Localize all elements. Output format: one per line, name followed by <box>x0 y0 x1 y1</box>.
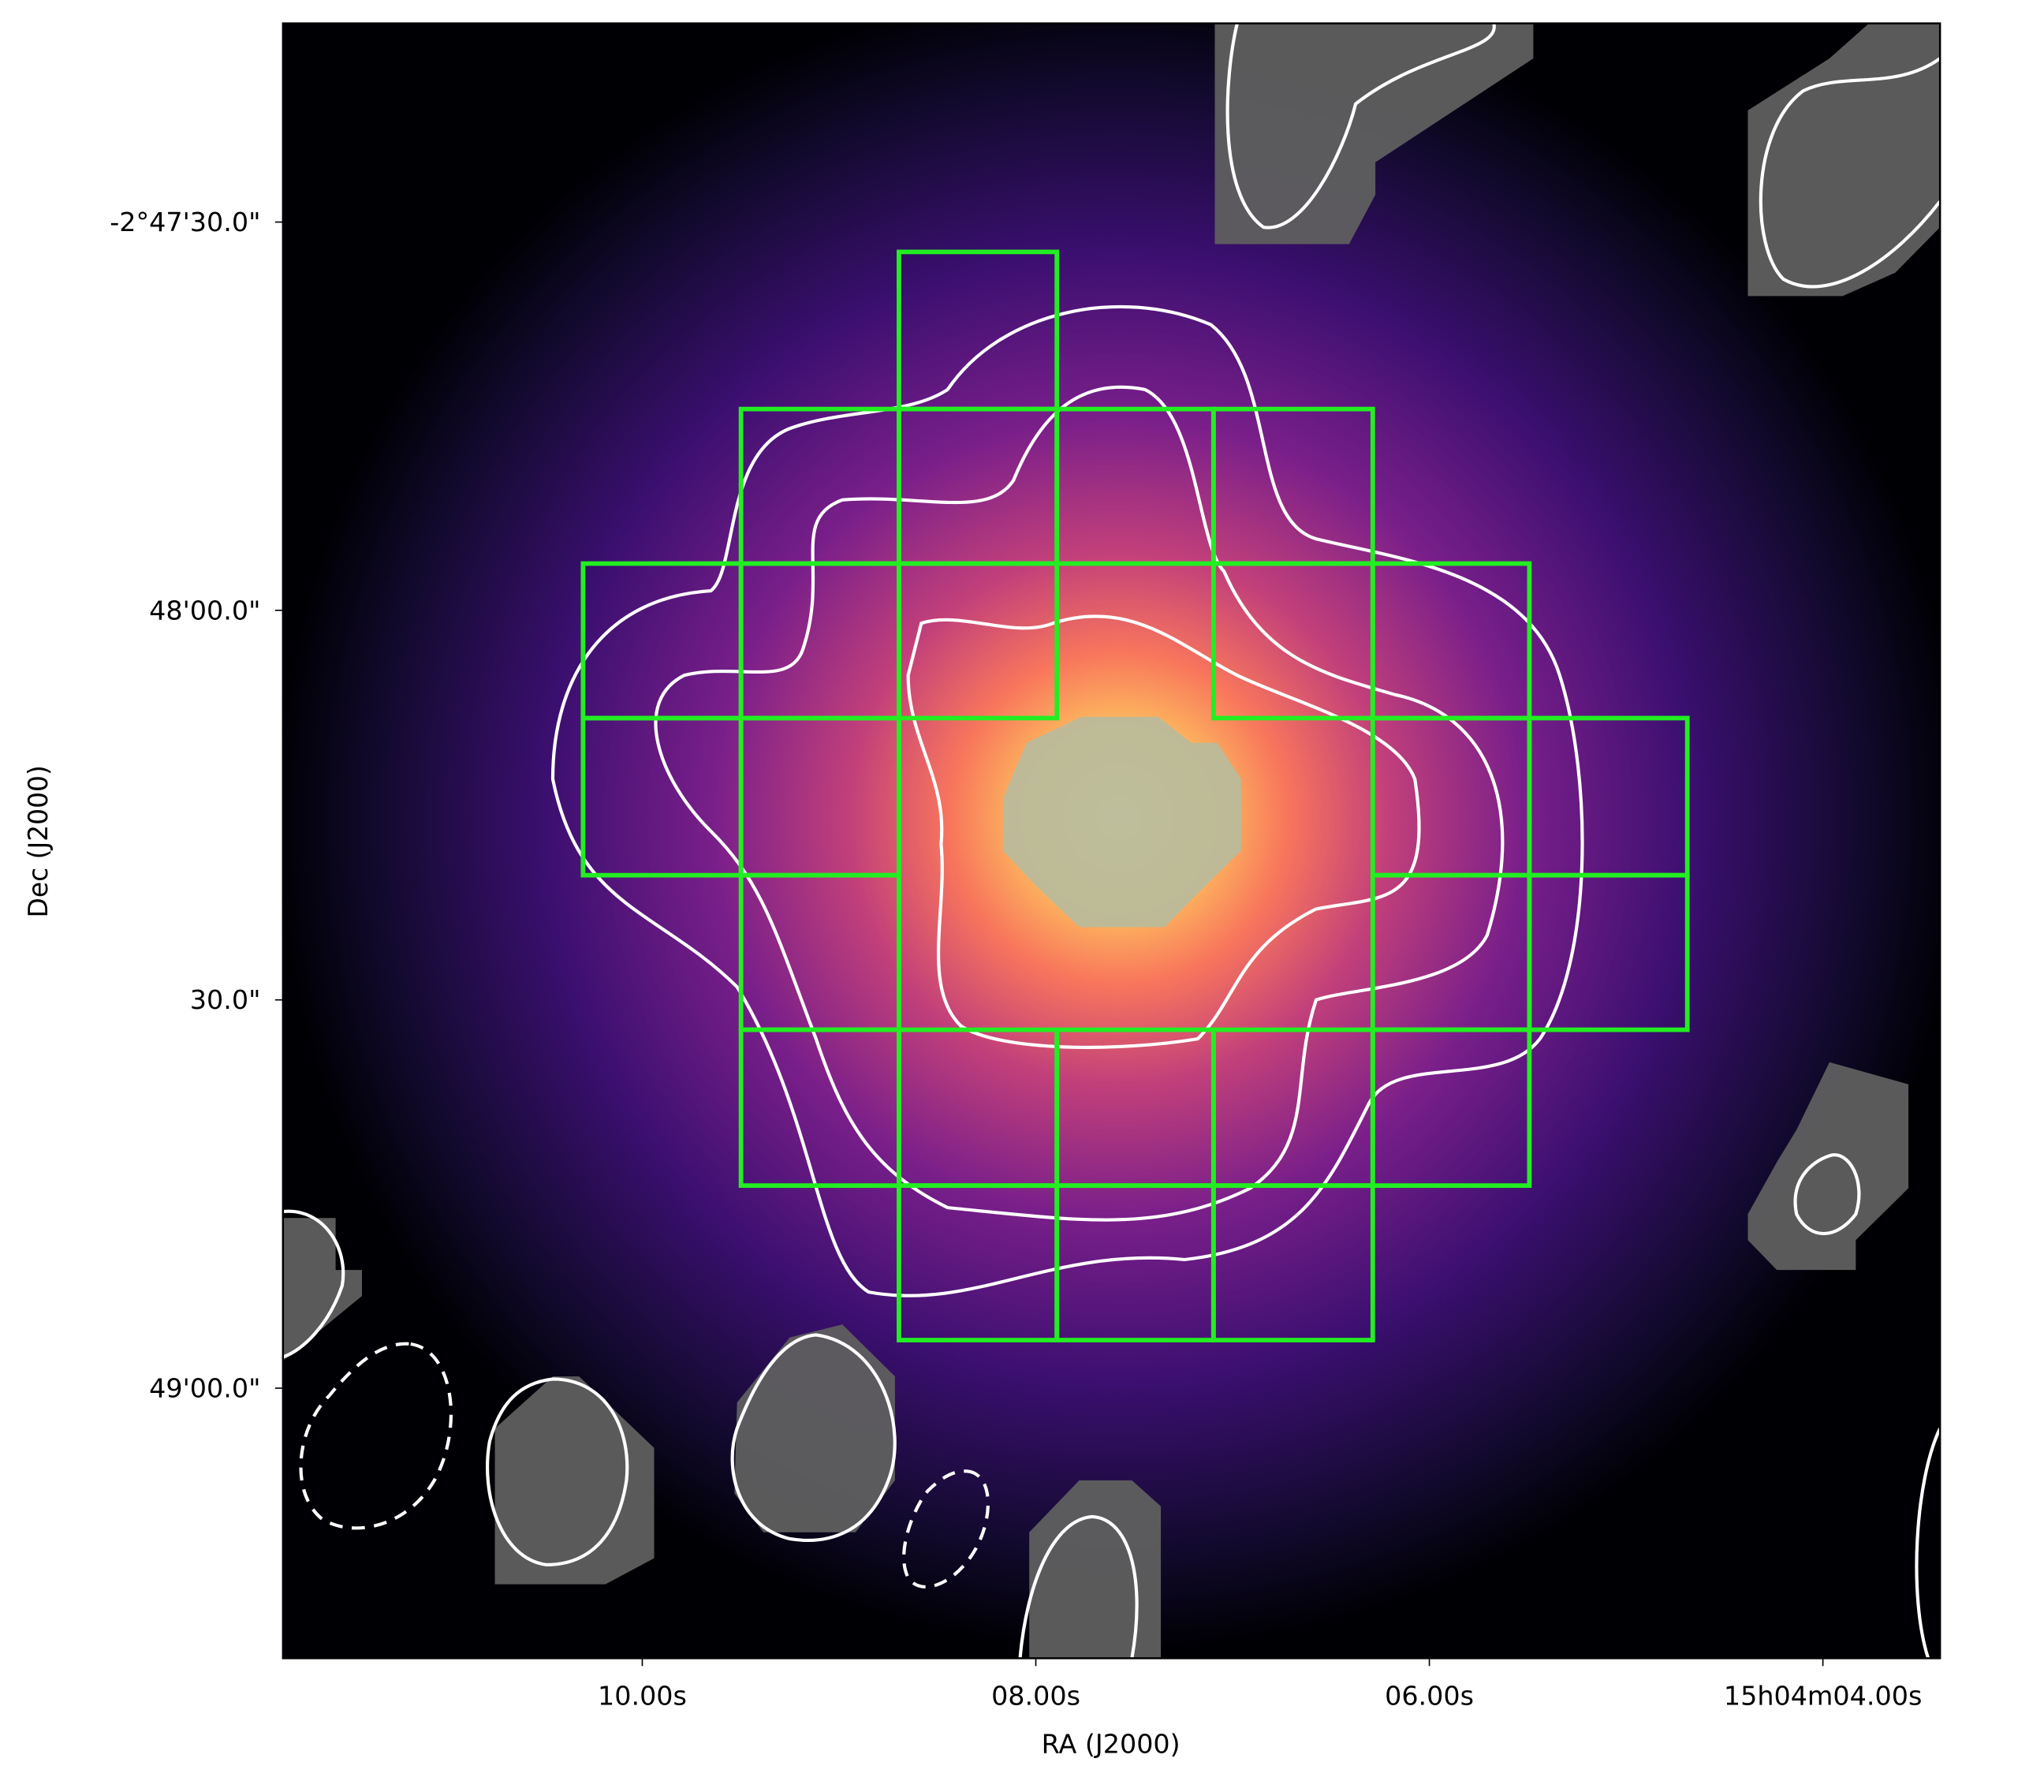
region-box <box>897 561 1060 721</box>
y-tick-label: -2°47'30.0" <box>110 207 260 237</box>
y-axis-label: Dec (J2000) <box>23 765 54 917</box>
x-tick-label: 08.00s <box>991 1681 1080 1712</box>
region-box <box>1210 1183 1375 1342</box>
regions <box>580 249 1690 1342</box>
y-tick-label: 48'00.0" <box>149 595 260 626</box>
x-tick-label: 06.00s <box>1385 1681 1474 1712</box>
x-axis-label: RA (J2000) <box>1042 1729 1181 1760</box>
plot-frame <box>282 22 1941 1659</box>
image-area <box>282 23 1941 1659</box>
x-tick-label: 15h04m04.00s <box>1724 1681 1922 1712</box>
masks <box>282 23 1941 1659</box>
y-tick-label: 30.0" <box>190 984 261 1015</box>
y-tick-label: 49'00.0" <box>149 1373 260 1404</box>
axes: 10.00s 08.00s 06.00s 15h04m04.00s -2°47'30.0… <box>110 207 1922 1711</box>
contours <box>282 23 1941 1659</box>
x-tick-label: 10.00s <box>598 1681 687 1712</box>
region-box <box>1370 1027 1532 1189</box>
region-box <box>1527 872 1690 1032</box>
